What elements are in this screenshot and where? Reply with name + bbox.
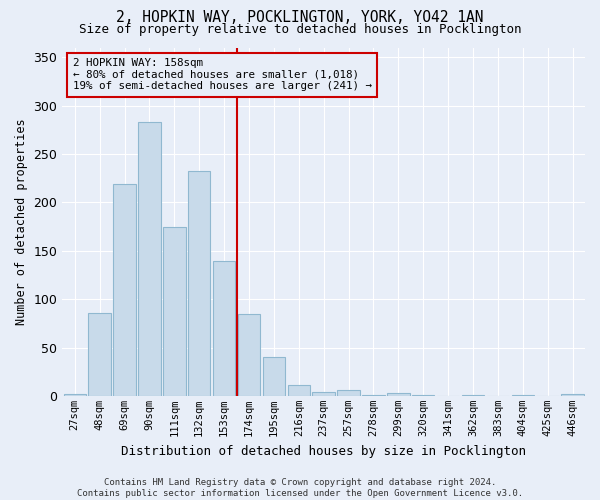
Bar <box>188 172 211 396</box>
Text: Contains HM Land Registry data © Crown copyright and database right 2024.
Contai: Contains HM Land Registry data © Crown c… <box>77 478 523 498</box>
Bar <box>213 262 235 396</box>
X-axis label: Distribution of detached houses by size in Pocklington: Distribution of detached houses by size … <box>121 444 526 458</box>
Text: Size of property relative to detached houses in Pocklington: Size of property relative to detached ho… <box>79 22 521 36</box>
Bar <box>412 395 434 396</box>
Bar <box>263 357 285 396</box>
Bar <box>238 314 260 396</box>
Bar <box>163 226 185 396</box>
Bar <box>387 393 410 396</box>
Y-axis label: Number of detached properties: Number of detached properties <box>15 118 28 325</box>
Bar <box>113 184 136 396</box>
Bar <box>138 122 161 396</box>
Bar <box>64 394 86 396</box>
Bar <box>462 395 484 396</box>
Bar <box>362 395 385 396</box>
Bar <box>287 385 310 396</box>
Text: 2, HOPKIN WAY, POCKLINGTON, YORK, YO42 1AN: 2, HOPKIN WAY, POCKLINGTON, YORK, YO42 1… <box>116 10 484 25</box>
Bar <box>562 394 584 396</box>
Bar <box>512 395 534 396</box>
Text: 2 HOPKIN WAY: 158sqm
← 80% of detached houses are smaller (1,018)
19% of semi-de: 2 HOPKIN WAY: 158sqm ← 80% of detached h… <box>73 58 372 91</box>
Bar <box>337 390 360 396</box>
Bar <box>88 312 111 396</box>
Bar <box>313 392 335 396</box>
